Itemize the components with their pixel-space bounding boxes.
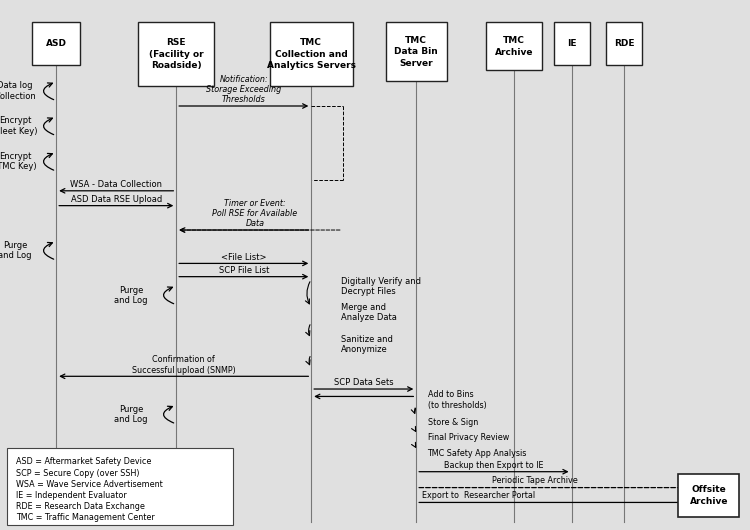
- Text: RDE = Research Data Exchange: RDE = Research Data Exchange: [16, 502, 146, 511]
- Text: TMC
Collection and
Analytics Servers: TMC Collection and Analytics Servers: [267, 38, 356, 70]
- Text: RDE: RDE: [614, 39, 634, 48]
- FancyBboxPatch shape: [32, 22, 80, 65]
- Text: Encrypt
(TMC Key): Encrypt (TMC Key): [0, 152, 36, 171]
- Text: Export to  Researcher Portal: Export to Researcher Portal: [422, 491, 536, 500]
- Text: ASD: ASD: [46, 39, 67, 48]
- FancyBboxPatch shape: [486, 22, 542, 70]
- Text: Sanitize and
Anonymize: Sanitize and Anonymize: [341, 335, 393, 354]
- Text: Backup then Export to IE: Backup then Export to IE: [444, 461, 544, 470]
- Text: <File List>: <File List>: [221, 253, 266, 262]
- Text: TMC Safety App Analysis: TMC Safety App Analysis: [427, 449, 526, 458]
- Text: RSE
(Facility or
Roadside): RSE (Facility or Roadside): [149, 38, 203, 70]
- Text: TMC = Traffic Management Center: TMC = Traffic Management Center: [16, 513, 155, 522]
- Text: Offsite
Archive: Offsite Archive: [689, 485, 728, 506]
- FancyBboxPatch shape: [678, 474, 739, 517]
- Text: Purge
and Log: Purge and Log: [115, 286, 148, 305]
- FancyBboxPatch shape: [138, 22, 214, 86]
- Text: IE: IE: [567, 39, 576, 48]
- Text: Store & Sign: Store & Sign: [427, 418, 478, 427]
- Text: SCP = Secure Copy (over SSH): SCP = Secure Copy (over SSH): [16, 469, 140, 478]
- Text: TMC
Archive: TMC Archive: [494, 36, 533, 57]
- Text: WSA = Wave Service Advertisement: WSA = Wave Service Advertisement: [16, 480, 164, 489]
- FancyBboxPatch shape: [606, 22, 642, 65]
- Text: Encrypt
(Fleet Key): Encrypt (Fleet Key): [0, 117, 38, 136]
- Text: TMC
Data Bin
Server: TMC Data Bin Server: [394, 36, 438, 68]
- Text: Merge and
Analyze Data: Merge and Analyze Data: [341, 303, 397, 322]
- Text: Add to Bins
(to thresholds): Add to Bins (to thresholds): [427, 391, 486, 410]
- FancyBboxPatch shape: [270, 22, 352, 86]
- Text: ASD Data RSE Upload: ASD Data RSE Upload: [70, 195, 162, 204]
- FancyBboxPatch shape: [386, 22, 447, 81]
- Text: Notification:
Storage Exceeding
Thresholds: Notification: Storage Exceeding Threshol…: [206, 75, 281, 104]
- Text: Digitally Verify and
Decrypt Files: Digitally Verify and Decrypt Files: [341, 277, 422, 296]
- Text: Final Privacy Review: Final Privacy Review: [427, 434, 508, 442]
- Text: ASD = Aftermarket Safety Device: ASD = Aftermarket Safety Device: [16, 457, 152, 466]
- Text: Periodic Tape Archive: Periodic Tape Archive: [492, 476, 578, 485]
- Text: Timer or Event:
Poll RSE for Available
Data: Timer or Event: Poll RSE for Available D…: [212, 199, 298, 228]
- FancyBboxPatch shape: [554, 22, 590, 65]
- Text: IE = Independent Evaluator: IE = Independent Evaluator: [16, 491, 128, 500]
- Text: Data log
Collection: Data log Collection: [0, 82, 36, 101]
- Text: SCP Data Sets: SCP Data Sets: [334, 378, 394, 387]
- Text: Purge
and Log: Purge and Log: [115, 405, 148, 424]
- Text: WSA - Data Collection: WSA - Data Collection: [70, 180, 162, 189]
- FancyBboxPatch shape: [7, 448, 232, 525]
- Text: Purge
and Log: Purge and Log: [0, 241, 32, 260]
- Text: Confirmation of
Successful upload (SNMP): Confirmation of Successful upload (SNMP): [132, 355, 236, 375]
- Text: SCP File List: SCP File List: [218, 266, 269, 275]
